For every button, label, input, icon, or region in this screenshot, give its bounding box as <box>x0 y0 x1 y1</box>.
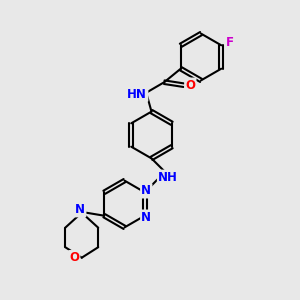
Text: N: N <box>75 203 85 216</box>
Text: O: O <box>69 251 79 264</box>
Text: N: N <box>141 184 151 197</box>
Text: N: N <box>141 211 151 224</box>
Text: NH: NH <box>158 171 178 184</box>
Text: F: F <box>226 36 234 50</box>
Text: HN: HN <box>127 88 147 101</box>
Text: O: O <box>185 79 195 92</box>
